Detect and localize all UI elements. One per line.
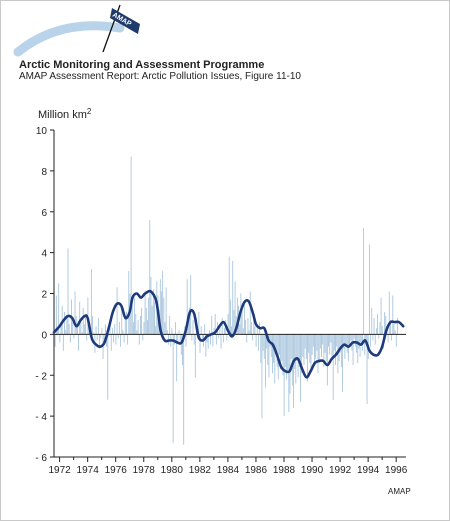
bars-layer [53,156,398,445]
x-tick-label: 1996 [385,465,408,476]
figure-subtitle: AMAP Assessment Report: Arctic Pollution… [19,71,301,82]
x-tick-label: 1972 [48,465,71,476]
x-tick-label: 1984 [217,465,240,476]
logo-flag [110,8,140,34]
x-tick-label: 1976 [105,465,128,476]
y-tick-label: 8 [41,167,47,178]
x-tick-label: 1974 [77,465,100,476]
y-tick-label: - 6 [35,453,47,464]
y-axis-unit-label: Million km2 [38,107,92,121]
figure-header: AMAP Arctic Monitoring and Assessment Pr… [0,0,450,82]
x-tick-label: 1980 [161,465,184,476]
x-tick-label: 1978 [133,465,156,476]
trend-line [52,289,405,379]
y-tick-label: - 4 [35,412,47,423]
x-tick-label: 1994 [357,465,380,476]
trend-line-layer [52,289,405,379]
figure-title: Arctic Monitoring and Assessment Program… [19,59,265,71]
y-tick-label: - 2 [35,371,47,382]
y-tick-label: 2 [41,290,47,301]
x-tick-label: 1992 [329,465,352,476]
amap-logo-arc: AMAP [13,4,140,57]
y-tick-label: 10 [36,126,48,137]
y-tick-label: 0 [41,330,47,341]
x-tick-label: 1988 [273,465,296,476]
y-tick-label: 6 [41,208,47,219]
x-tick-label: 1990 [301,465,324,476]
y-tick-label: 4 [41,249,47,260]
x-tick-label: 1982 [189,465,212,476]
x-tick-label: 1986 [245,465,268,476]
amap-credit: AMAP [388,487,411,496]
